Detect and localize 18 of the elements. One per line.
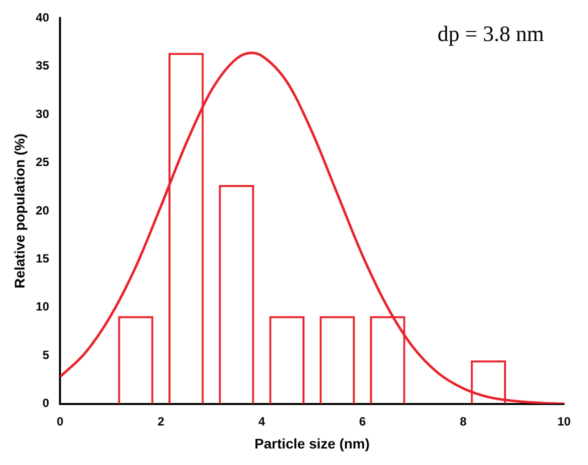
annotation: dp = 3.8 nm xyxy=(437,20,544,46)
y-tick-label: 5 xyxy=(42,348,50,362)
x-tick-label: 6 xyxy=(359,414,366,428)
x-tick-label: 10 xyxy=(557,414,571,428)
y-tick-label: 20 xyxy=(36,203,50,218)
y-tick-label: 35 xyxy=(36,58,50,73)
x-axis-title: Particle size (nm) xyxy=(254,435,370,452)
x-tick-label: 8 xyxy=(460,414,467,428)
y-tick-label: 0 xyxy=(42,396,50,410)
y-tick-label: 15 xyxy=(36,252,50,266)
y-tick-label: 25 xyxy=(36,155,50,170)
x-tick-label: 4 xyxy=(258,414,266,428)
y-tick-label: 30 xyxy=(36,106,50,121)
y-tick-label: 40 xyxy=(36,10,50,25)
x-tick-label: 2 xyxy=(158,414,165,428)
x-tick-label: 0 xyxy=(56,414,64,428)
y-axis-title: Relative population (%) xyxy=(11,134,28,288)
y-tick-label: 10 xyxy=(36,300,50,314)
